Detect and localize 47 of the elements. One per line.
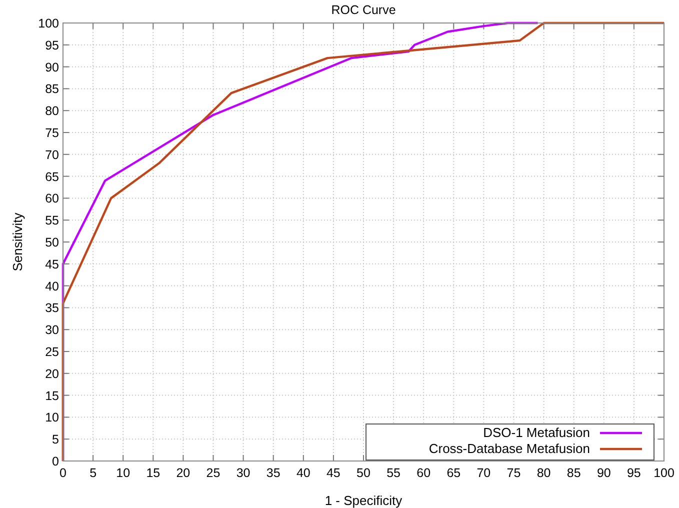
y-tick-label: 20: [45, 366, 60, 381]
x-tick-label: 35: [266, 466, 280, 480]
y-tick-label: 95: [45, 38, 60, 52]
legend-label: DSO-1 Metafusion: [483, 425, 590, 440]
x-tick-label: 75: [506, 466, 521, 480]
x-tick-label: 5: [90, 466, 97, 480]
y-tick-label: 65: [45, 170, 60, 184]
y-tick-label: 5: [52, 432, 60, 447]
x-tick-label: 20: [176, 466, 190, 480]
y-tick-label: 35: [45, 301, 60, 316]
x-tick-label: 65: [446, 466, 461, 480]
y-tick-label: 15: [45, 388, 60, 403]
y-tick-label: 45: [45, 257, 60, 272]
legend-label: Cross-Database Metafusion: [428, 441, 590, 456]
y-tick-label: 50: [45, 236, 60, 250]
x-tick-label: 55: [386, 466, 401, 480]
y-tick-label: 40: [45, 279, 60, 294]
x-tick-label: 60: [416, 466, 431, 480]
x-tick-label: 70: [476, 466, 491, 480]
x-tick-label: 85: [566, 466, 581, 480]
y-tick-label: 75: [45, 126, 60, 140]
x-axis-title: 1 - Specificity: [324, 493, 403, 508]
y-tick-label: 90: [45, 60, 60, 74]
y-tick-label: 55: [45, 214, 60, 228]
x-tick-label: 90: [596, 466, 611, 480]
x-tick-label: 25: [206, 466, 220, 480]
line-series: [62, 22, 666, 462]
y-tick-label: 70: [45, 148, 60, 162]
y-tick-label: 100: [38, 16, 60, 30]
x-tick-label: 95: [626, 466, 641, 480]
chart-title: ROC Curve: [331, 3, 396, 17]
x-tick-label: 100: [654, 466, 674, 480]
x-tick-label: 45: [326, 466, 340, 480]
y-tick-label: 30: [45, 323, 60, 338]
y-tick-label: 80: [45, 104, 60, 118]
y-axis-title: Sensitivity: [10, 212, 25, 272]
y-tick-label: 60: [45, 192, 60, 206]
x-tick-label: 10: [116, 466, 130, 480]
y-tick-label: 85: [45, 82, 60, 96]
x-tick-label: 40: [296, 466, 310, 480]
x-tick-label: 30: [236, 466, 250, 480]
y-tick-label: 10: [45, 410, 60, 425]
x-tick-label: 15: [146, 466, 160, 480]
x-tick-label: 80: [536, 466, 551, 480]
y-tick-label: 0: [52, 454, 60, 468]
x-tick-label: 50: [356, 466, 370, 480]
y-tick-label: 25: [45, 345, 60, 359]
